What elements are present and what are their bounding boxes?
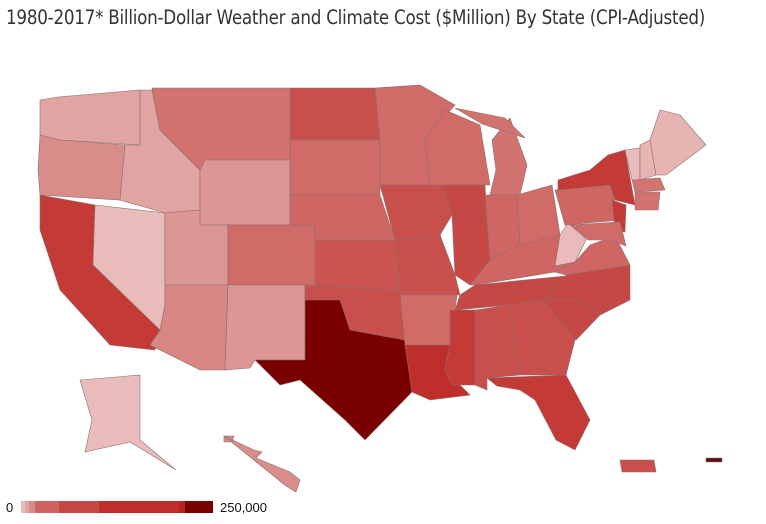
state-nm[interactable] bbox=[224, 284, 306, 371]
legend-bin-4 bbox=[59, 501, 99, 513]
state-ak[interactable] bbox=[79, 374, 177, 471]
legend-max-label: 250,000 bbox=[220, 500, 267, 515]
state-nd[interactable] bbox=[289, 87, 381, 141]
state-me[interactable] bbox=[649, 109, 707, 176]
legend-bin-5 bbox=[99, 501, 179, 513]
legend-min-label: 0 bbox=[6, 500, 14, 515]
state-wi[interactable] bbox=[424, 109, 491, 186]
color-legend: 0 250,000 bbox=[0, 497, 300, 521]
state-or[interactable] bbox=[37, 134, 126, 201]
chart-title: 1980-2017* Billion-Dollar Weather and Cl… bbox=[6, 6, 706, 29]
legend-color-scale bbox=[21, 501, 213, 513]
state-ar[interactable] bbox=[399, 294, 458, 346]
state-pr[interactable] bbox=[619, 459, 657, 473]
state-ct[interactable] bbox=[634, 191, 661, 211]
legend-bin-2 bbox=[29, 501, 35, 513]
legend-bin-3 bbox=[35, 501, 59, 513]
state-sd[interactable] bbox=[289, 139, 381, 196]
state-mo[interactable] bbox=[394, 234, 461, 296]
state-co[interactable] bbox=[227, 224, 316, 286]
state-hi[interactable] bbox=[223, 435, 301, 493]
state-wy[interactable] bbox=[199, 159, 291, 226]
legend-bin-6 bbox=[179, 501, 185, 513]
state-vi[interactable] bbox=[705, 457, 723, 463]
state-wa[interactable] bbox=[39, 89, 141, 146]
state-oh[interactable] bbox=[516, 184, 561, 246]
state-ks[interactable] bbox=[314, 239, 401, 291]
legend-bin-0 bbox=[21, 501, 25, 513]
state-miu[interactable] bbox=[454, 107, 526, 139]
state-fl[interactable] bbox=[486, 374, 591, 451]
legend-bin-1 bbox=[25, 501, 29, 513]
legend-bin-7 bbox=[185, 501, 213, 513]
state-ma[interactable] bbox=[631, 177, 666, 193]
state-tx[interactable] bbox=[254, 299, 413, 441]
state-md[interactable] bbox=[569, 221, 627, 247]
state-pa[interactable] bbox=[554, 184, 621, 226]
